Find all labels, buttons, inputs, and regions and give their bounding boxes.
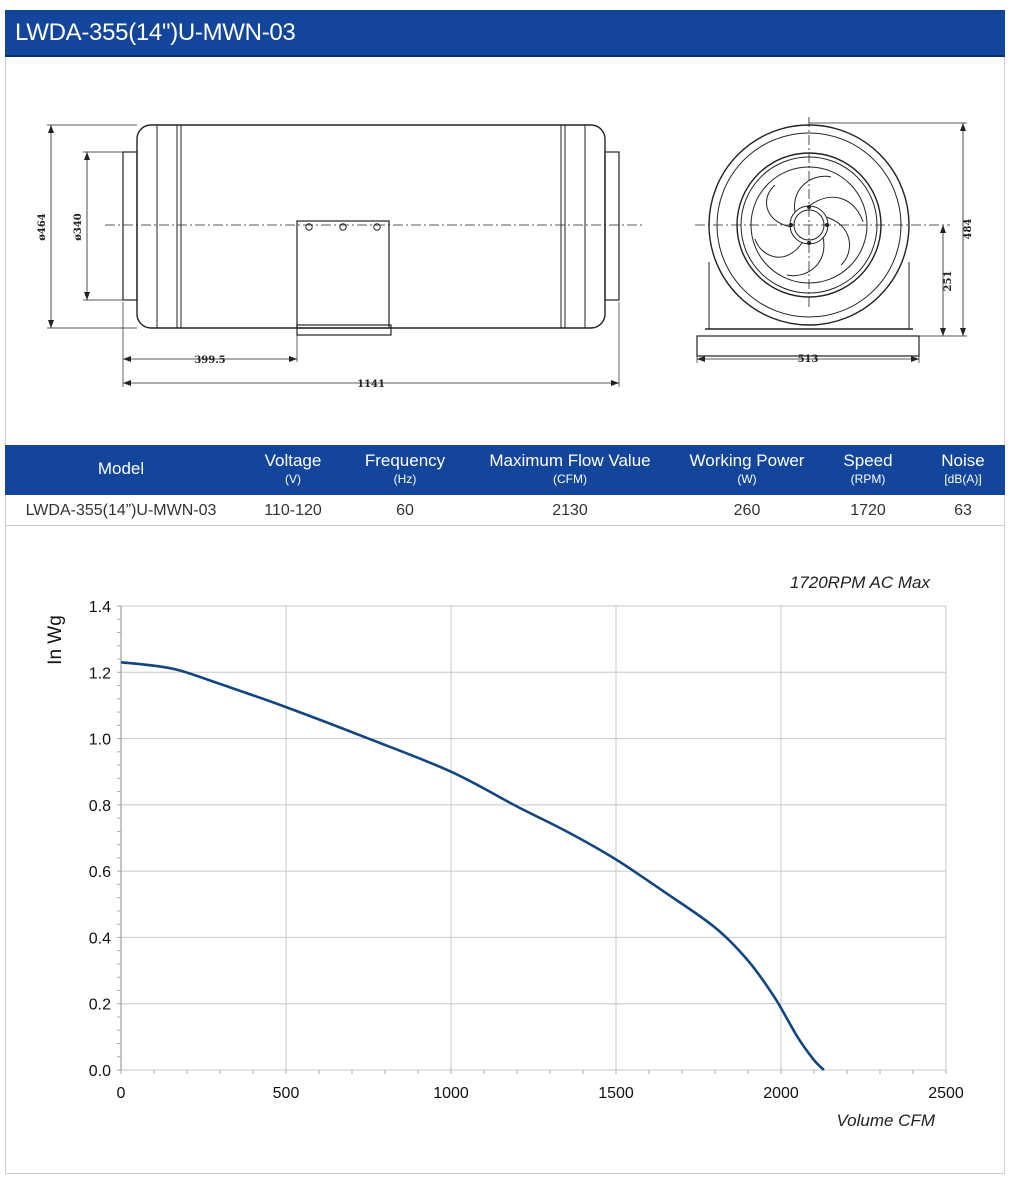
y-tick-label: 0.0	[89, 1063, 111, 1080]
header-working-power: Working Power (W)	[689, 451, 805, 486]
title-bar: LWDA-355(14")U-MWN-03	[5, 10, 1005, 57]
dim-outer-diameter: ø464	[37, 213, 48, 241]
spec-table-header: Model Voltage (V) Frequency (Hz) Maximum F…	[5, 445, 1005, 495]
spec-table-row: LWDA-355(14”)U-MWN-03 110-120 60 2130 26…	[5, 495, 1005, 526]
header-max-flow: Maximum Flow Value (CFM)	[489, 451, 651, 486]
cell-voltage: 110-120	[264, 502, 322, 519]
y-tick-label: 1.2	[89, 665, 111, 682]
x-tick-label: 1500	[598, 1085, 634, 1102]
cell-speed: 1720	[850, 502, 886, 519]
dim-width: 513	[798, 354, 819, 365]
header-model: Model	[97, 459, 145, 478]
dim-inner-diameter: ø340	[73, 213, 84, 241]
x-tick-label: 500	[273, 1085, 300, 1102]
pressure-flow-curve	[120, 661, 825, 1071]
dimension-drawing: ø464 ø340 399.5 1141	[37, 117, 974, 390]
cell-model: LWDA-355(14”)U-MWN-03	[25, 502, 217, 519]
header-frequency: Frequency (Hz)	[364, 451, 446, 486]
header-voltage: Voltage (V)	[264, 451, 322, 486]
chart-title: 1720RPM AC Max	[790, 573, 931, 592]
header-speed: Speed (RPM)	[843, 451, 893, 486]
y-tick-label: 0.2	[89, 997, 111, 1014]
y-tick-label: 0.8	[89, 798, 111, 815]
dim-height: 484	[963, 219, 974, 240]
x-axis-label: Volume CFM	[836, 1111, 935, 1130]
y-tick-label: 0.4	[89, 930, 111, 947]
y-axis-label: In Wg	[45, 615, 66, 665]
x-tick-label: 2500	[928, 1085, 964, 1102]
cell-frequency: 60	[396, 502, 414, 519]
cell-max-flow: 2130	[552, 502, 588, 519]
y-tick-label: 1.4	[89, 599, 111, 616]
dim-center-height: 251	[943, 271, 954, 292]
x-tick-label: 2000	[763, 1085, 799, 1102]
header-noise: Noise [dB(A)]	[941, 451, 985, 486]
performance-chart: 0.0 0.2 0.4 0.6 0.8 1.0 1.2 1.4 0 500 1000 1500 2000…	[5, 526, 1005, 1174]
performance-chart-svg: 0.0 0.2 0.4 0.6 0.8 1.0 1.2 1.4 0 500 1000 1500 2000…	[45, 573, 964, 1130]
x-tick-label: 1000	[433, 1085, 469, 1102]
dim-offset: 399.5	[194, 355, 225, 366]
y-tick-label: 0.6	[89, 864, 111, 881]
cell-working-power: 260	[733, 502, 761, 519]
technical-drawing: ø464 ø340 399.5 1141	[5, 57, 1005, 445]
page-title: LWDA-355(14")U-MWN-03	[15, 19, 296, 46]
y-tick-label: 1.0	[89, 732, 111, 749]
x-tick-label: 0	[117, 1085, 126, 1102]
cell-noise: 63	[954, 502, 972, 519]
dim-length: 1141	[357, 379, 385, 390]
